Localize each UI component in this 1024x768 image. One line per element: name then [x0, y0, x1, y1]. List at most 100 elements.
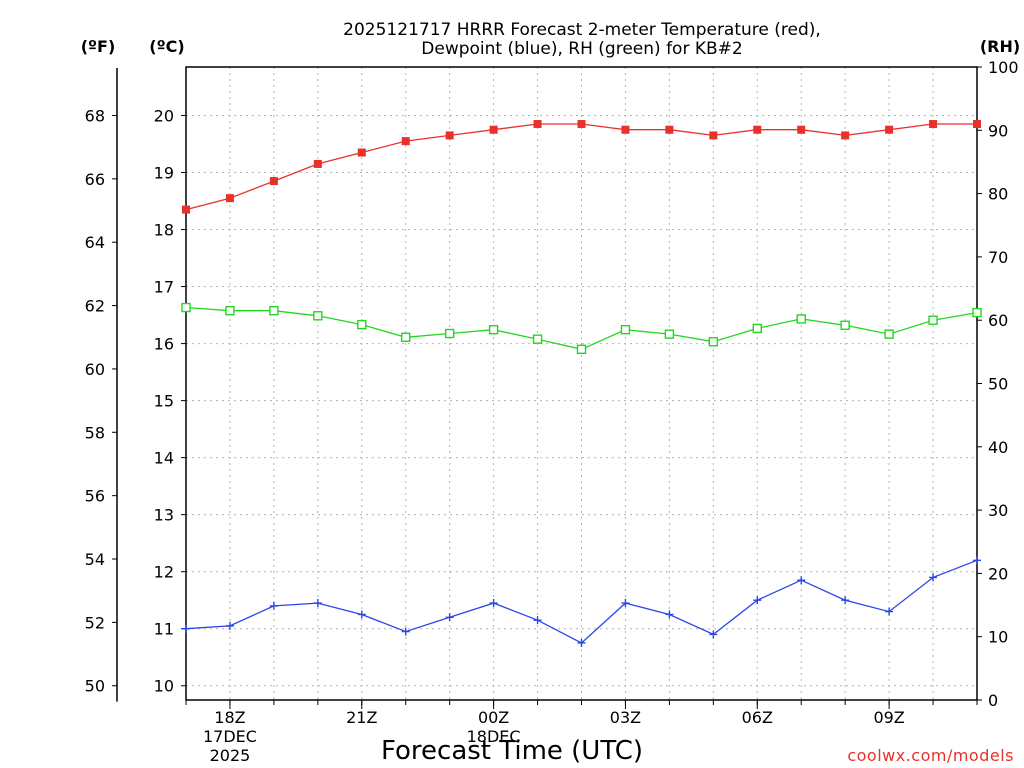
- dewpoint-point: [489, 599, 498, 608]
- celsius-tick-label: 13: [154, 506, 174, 525]
- chart-title-line1: 2025121717 HRRR Forecast 2-meter Tempera…: [343, 20, 821, 40]
- rh-unit-label: (RH): [980, 37, 1020, 56]
- dewpoint-point: [313, 599, 322, 608]
- x-tick-label: 21Z: [346, 708, 377, 727]
- fahrenheit-tick-label: 66: [85, 170, 105, 189]
- x-tick-label: 09Z: [873, 708, 904, 727]
- dewpoint-point: [841, 596, 850, 605]
- fahrenheit-tick-label: 58: [85, 423, 105, 442]
- fahrenheit-tick-label: 52: [85, 613, 105, 632]
- axes: [112, 66, 982, 709]
- temperature-point: [621, 125, 630, 134]
- plot-frame: [185, 66, 978, 701]
- rh-point: [972, 307, 982, 318]
- rh-point: [840, 320, 850, 330]
- rh-point: [488, 324, 499, 335]
- temperature-point: [401, 137, 410, 146]
- celsius-tick-label: 18: [154, 221, 174, 240]
- temperature-point: [709, 131, 718, 140]
- dewpoint-point: [533, 616, 542, 625]
- rh-point: [357, 319, 367, 330]
- fahrenheit-tick-label: 60: [85, 360, 105, 379]
- series-layer: [181, 120, 982, 647]
- dewpoint-point: [401, 627, 410, 636]
- fahrenheit-tick-label: 56: [85, 487, 105, 506]
- dewpoint-point: [709, 630, 718, 639]
- rh-point: [752, 323, 762, 334]
- x-tick-year-label: 2025: [210, 746, 251, 765]
- dewpoint-point: [973, 556, 981, 565]
- fahrenheit-tick-label: 62: [85, 297, 105, 316]
- temperature-point: [797, 125, 806, 134]
- celsius-tick-label: 17: [154, 278, 174, 297]
- temperature-point: [577, 120, 586, 129]
- rh-point: [664, 329, 675, 339]
- chart-title-line2: Dewpoint (blue), RH (green) for KB#2: [421, 39, 742, 59]
- grid-lines: [186, 67, 977, 700]
- dewpoint-point: [357, 610, 366, 619]
- fahrenheit-tick-label: 64: [85, 233, 105, 252]
- fahrenheit-tick-label: 68: [85, 106, 105, 125]
- celsius-tick-label: 16: [154, 335, 174, 354]
- x-tick-date-label: 17DEC: [203, 727, 257, 746]
- temperature-point: [313, 159, 322, 168]
- temperature-point: [269, 177, 278, 186]
- dewpoint-point: [182, 624, 190, 633]
- rh-point: [884, 329, 894, 339]
- celsius-tick-label: 14: [154, 449, 174, 468]
- tick-labels: 50 52 54 56 58 60 62 64 66 68 10 11 12 13 14 15 16 17 18 19…: [85, 58, 1019, 765]
- x-axis-title: Forecast Time (UTC): [381, 736, 643, 766]
- dewpoint-point: [797, 576, 806, 585]
- fahrenheit-tick-label: 54: [85, 550, 105, 569]
- temperature-point: [533, 120, 542, 129]
- x-tick-date-label: 18DEC: [467, 727, 521, 746]
- temperature-point: [182, 205, 190, 214]
- dewpoint-point: [225, 621, 234, 630]
- rh-point: [620, 324, 631, 335]
- rh-point: [532, 334, 543, 344]
- dewpoint-point: [621, 599, 630, 608]
- rh-point: [181, 302, 191, 313]
- celsius-tick-label: 20: [154, 106, 174, 125]
- rh-tick-label: 20: [988, 564, 1008, 583]
- dewpoint-point: [577, 638, 586, 647]
- rh-tick-label: 60: [988, 311, 1008, 330]
- x-tick-label: 06Z: [742, 708, 773, 727]
- dewpoint-point: [665, 610, 674, 619]
- temperature-point: [885, 125, 894, 134]
- temperature-point: [357, 148, 366, 157]
- rh-point: [576, 344, 587, 355]
- rh-tick-label: 0: [988, 691, 998, 710]
- dewpoint-point: [885, 607, 894, 616]
- temperature-point: [665, 125, 674, 134]
- temperature-point: [973, 120, 981, 129]
- temperature-line: [185, 123, 977, 211]
- rh-tick-label: 100: [988, 58, 1019, 77]
- x-tick-label: 18Z: [214, 708, 245, 727]
- celsius-unit-label: (ºC): [149, 37, 184, 56]
- fahrenheit-tick-label: 50: [85, 677, 105, 696]
- celsius-tick-label: 19: [154, 164, 174, 183]
- dewpoint-point: [929, 573, 938, 582]
- rh-point: [313, 311, 323, 321]
- celsius-tick-label: 10: [154, 677, 174, 696]
- dewpoint-point: [269, 601, 278, 610]
- x-tick-label: 00Z: [478, 708, 509, 727]
- rh-point: [708, 337, 719, 347]
- celsius-tick-label: 15: [154, 392, 174, 411]
- rh-tick-label: 80: [988, 185, 1008, 204]
- rh-point: [401, 332, 411, 342]
- rh-tick-label: 50: [988, 375, 1008, 394]
- fahrenheit-unit-label: (ºF): [81, 37, 116, 56]
- temperature-point: [225, 194, 234, 203]
- rh-tick-label: 30: [988, 501, 1008, 520]
- celsius-tick-label: 12: [154, 563, 174, 582]
- temperature-point: [929, 120, 938, 129]
- rh-tick-label: 90: [988, 121, 1008, 140]
- rh-point: [225, 306, 235, 316]
- rh-point: [269, 306, 279, 316]
- credit-text: coolwx.com/models: [847, 746, 1014, 765]
- rh-tick-label: 70: [988, 248, 1008, 267]
- temperature-point: [841, 131, 850, 140]
